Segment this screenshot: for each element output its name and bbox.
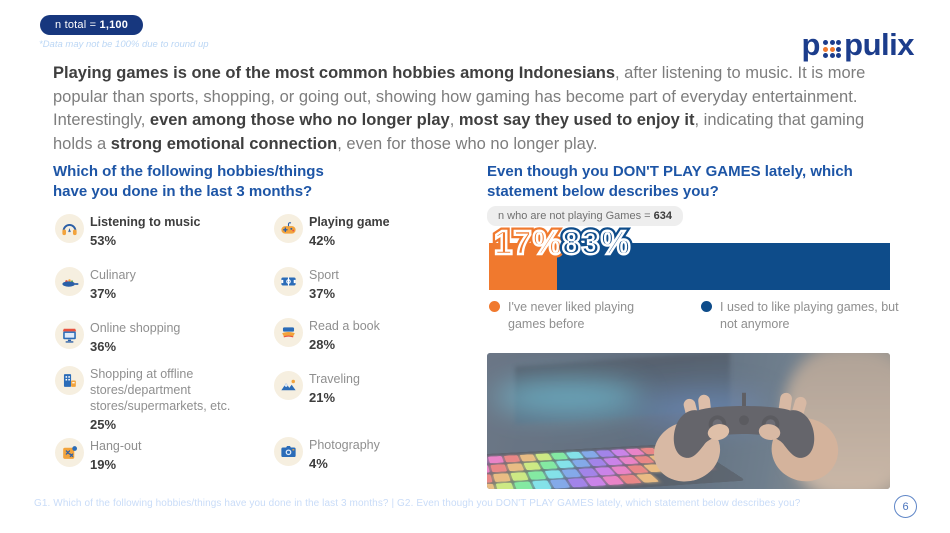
n-total-label: n total = bbox=[55, 19, 100, 31]
hobby-item: Culinary 37% bbox=[55, 267, 250, 301]
bar-segment: 83% bbox=[557, 243, 890, 290]
hobby-value: 53% bbox=[90, 233, 250, 248]
populix-logo: p pulix bbox=[802, 27, 914, 63]
legend-dot-icon bbox=[701, 301, 712, 312]
poll-n-label: n who are not playing Games = bbox=[498, 210, 654, 222]
bar-segment-value: 17% bbox=[494, 226, 563, 259]
hobby-label: Hang-out bbox=[90, 438, 250, 454]
hobby-label: Playing game bbox=[309, 214, 469, 230]
poll-n-badge: n who are not playing Games = 634 bbox=[487, 206, 683, 226]
legend-label: I've never liked playing games before bbox=[508, 299, 668, 332]
hobby-value: 36% bbox=[90, 339, 250, 354]
hobby-label: Listening to music bbox=[90, 214, 250, 230]
offline-store-icon bbox=[55, 366, 84, 395]
travel-icon bbox=[274, 371, 303, 400]
hobby-value: 19% bbox=[90, 457, 250, 472]
logo-dots-icon bbox=[823, 40, 841, 58]
logo-text-prefix: p bbox=[802, 27, 820, 63]
hobby-label: Traveling bbox=[309, 371, 469, 387]
footnote: G1. Which of the following hobbies/thing… bbox=[34, 498, 914, 509]
hobby-item: Sport 37% bbox=[274, 267, 469, 301]
hobby-item: Listening to music 53% bbox=[55, 214, 250, 248]
legend-item: I used to like playing games, but not an… bbox=[701, 299, 905, 332]
page-number: 6 bbox=[902, 501, 908, 513]
hobby-label: Photography bbox=[309, 437, 469, 453]
gamepad-icon bbox=[274, 214, 303, 243]
hobby-item: Shopping at offline stores/department st… bbox=[55, 366, 250, 432]
hobby-item: Photography 4% bbox=[274, 437, 469, 471]
hobby-item: Read a book 28% bbox=[274, 318, 469, 352]
intro-bold-text: Playing games is one of the most common … bbox=[53, 64, 615, 82]
n-total-value: 1,100 bbox=[100, 19, 129, 31]
poll-n-value: 634 bbox=[654, 210, 672, 222]
hobby-label: Sport bbox=[309, 267, 469, 283]
camera-icon bbox=[274, 437, 303, 466]
hobby-item: Online shopping 36% bbox=[55, 320, 250, 354]
chart-legend: I've never liked playing games before I u… bbox=[489, 299, 890, 339]
hobby-value: 42% bbox=[309, 233, 469, 248]
hobbies-question-title: Which of the following hobbies/things ha… bbox=[53, 162, 358, 201]
legend-label: I used to like playing games, but not an… bbox=[720, 299, 905, 332]
intro-bold-text: strong emotional connection bbox=[111, 135, 337, 153]
headphones-icon bbox=[55, 214, 84, 243]
stacked-bar-chart: 17%83% bbox=[489, 243, 890, 290]
hobby-label: Online shopping bbox=[90, 320, 250, 336]
hobby-value: 37% bbox=[90, 286, 250, 301]
logo-text-suffix: pulix bbox=[844, 27, 914, 63]
gaming-photo bbox=[487, 353, 890, 489]
hobby-value: 21% bbox=[309, 390, 469, 405]
legend-item: I've never liked playing games before bbox=[489, 299, 668, 332]
hobby-label: Shopping at offline stores/department st… bbox=[90, 366, 250, 414]
culinary-icon bbox=[55, 267, 84, 296]
poll-question-title: Even though you DON'T PLAY GAMES lately,… bbox=[487, 162, 862, 201]
hangout-icon bbox=[55, 438, 84, 467]
hobby-item: Hang-out 19% bbox=[55, 438, 250, 472]
hobby-value: 28% bbox=[309, 337, 469, 352]
hobby-label: Read a book bbox=[309, 318, 469, 334]
page-number-badge: 6 bbox=[894, 495, 917, 518]
intro-paragraph: Playing games is one of the most common … bbox=[53, 62, 905, 156]
intro-text: , even for those who no longer play. bbox=[337, 135, 597, 153]
intro-bold-text: even among those who no longer play bbox=[150, 111, 450, 129]
book-icon bbox=[274, 318, 303, 347]
bar-segment-value: 83% bbox=[562, 226, 631, 259]
slide: n total = 1,100 *Data may not be 100% du… bbox=[0, 0, 950, 533]
online-shopping-icon bbox=[55, 320, 84, 349]
intro-bold-text: most say they used to enjoy it bbox=[459, 111, 695, 129]
photo-fade-overlay bbox=[487, 353, 890, 489]
hobby-value: 37% bbox=[309, 286, 469, 301]
hobby-value: 4% bbox=[309, 456, 469, 471]
hobby-value: 25% bbox=[90, 417, 250, 432]
bar-segment: 17% bbox=[489, 243, 557, 290]
n-total-badge: n total = 1,100 bbox=[40, 15, 143, 35]
hobby-item: Traveling 21% bbox=[274, 371, 469, 405]
sport-icon bbox=[274, 267, 303, 296]
disclaimer-note: *Data may not be 100% due to round up bbox=[39, 39, 209, 50]
intro-text: , bbox=[450, 111, 459, 129]
hobby-label: Culinary bbox=[90, 267, 250, 283]
hobby-item: Playing game 42% bbox=[274, 214, 469, 248]
legend-dot-icon bbox=[489, 301, 500, 312]
